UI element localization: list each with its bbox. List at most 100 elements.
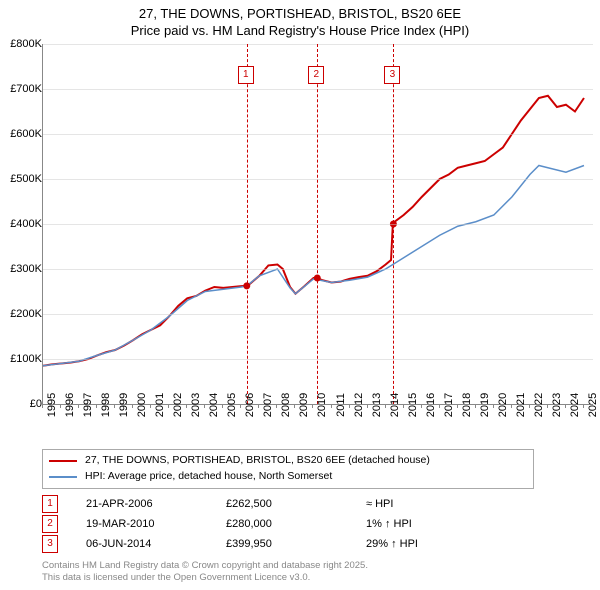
transaction-row: 1 21-APR-2006 £262,500 ≈ HPI [42, 494, 486, 514]
transaction-hpi: 1% ↑ HPI [366, 518, 486, 530]
y-axis-label: £500K [10, 173, 42, 185]
x-axis-label: 2008 [280, 393, 292, 417]
x-axis-label: 2023 [551, 393, 563, 417]
legend-row: 27, THE DOWNS, PORTISHEAD, BRISTOL, BS20… [49, 453, 527, 469]
x-axis-label: 2016 [425, 393, 437, 417]
x-axis-label: 2007 [262, 393, 274, 417]
marker-line [317, 44, 318, 404]
footer-line1: Contains HM Land Registry data © Crown c… [42, 560, 368, 572]
x-axis-label: 1999 [118, 393, 130, 417]
footer: Contains HM Land Registry data © Crown c… [42, 560, 368, 585]
x-tick [240, 404, 241, 408]
x-axis-label: 2012 [353, 393, 365, 417]
x-axis-label: 2006 [244, 393, 256, 417]
y-axis-label: £800K [10, 38, 42, 50]
x-axis-label: 1996 [64, 393, 76, 417]
legend-box: 27, THE DOWNS, PORTISHEAD, BRISTOL, BS20… [42, 449, 534, 489]
x-tick [529, 404, 530, 408]
series-line [43, 166, 584, 366]
x-axis-label: 2019 [479, 393, 491, 417]
x-tick [312, 404, 313, 408]
marker-label: 3 [384, 66, 400, 84]
transaction-marker: 1 [42, 495, 58, 513]
x-tick [114, 404, 115, 408]
title-line1: 27, THE DOWNS, PORTISHEAD, BRISTOL, BS20… [0, 6, 600, 23]
marker-label: 2 [308, 66, 324, 84]
y-axis-label: £600K [10, 128, 42, 140]
x-tick [583, 404, 584, 408]
x-tick [421, 404, 422, 408]
x-axis-label: 2020 [497, 393, 509, 417]
x-axis-label: 2014 [389, 393, 401, 417]
transaction-hpi: 29% ↑ HPI [366, 538, 486, 550]
x-tick [168, 404, 169, 408]
y-axis-label: £700K [10, 83, 42, 95]
x-axis-label: 2005 [226, 393, 238, 417]
x-tick [276, 404, 277, 408]
transaction-price: £280,000 [226, 518, 366, 530]
x-axis-label: 1997 [82, 393, 94, 417]
y-axis-label: £100K [10, 353, 42, 365]
x-tick [96, 404, 97, 408]
x-tick [150, 404, 151, 408]
x-tick [439, 404, 440, 408]
x-tick [457, 404, 458, 408]
x-tick [294, 404, 295, 408]
footer-line2: This data is licensed under the Open Gov… [42, 572, 368, 584]
x-tick [258, 404, 259, 408]
legend-label: 27, THE DOWNS, PORTISHEAD, BRISTOL, BS20… [85, 453, 430, 469]
x-tick [331, 404, 332, 408]
x-axis-label: 2002 [172, 393, 184, 417]
legend-label: HPI: Average price, detached house, Nort… [85, 469, 332, 485]
x-tick [186, 404, 187, 408]
x-axis-label: 2003 [190, 393, 202, 417]
title-line2: Price paid vs. HM Land Registry's House … [0, 23, 600, 40]
marker-label: 1 [238, 66, 254, 84]
x-axis-label: 1998 [100, 393, 112, 417]
x-tick [132, 404, 133, 408]
x-tick [42, 404, 43, 408]
x-axis-label: 2015 [407, 393, 419, 417]
y-axis-label: £300K [10, 263, 42, 275]
transaction-row: 2 19-MAR-2010 £280,000 1% ↑ HPI [42, 514, 486, 534]
x-axis-label: 2000 [136, 393, 148, 417]
x-axis-label: 1995 [46, 393, 58, 417]
transaction-date: 06-JUN-2014 [86, 538, 226, 550]
transaction-date: 21-APR-2006 [86, 498, 226, 510]
x-axis-label: 2011 [335, 393, 347, 417]
x-axis-label: 2017 [443, 393, 455, 417]
transaction-hpi: ≈ HPI [366, 498, 486, 510]
legend-swatch [49, 460, 77, 462]
x-axis-label: 2013 [371, 393, 383, 417]
transaction-date: 19-MAR-2010 [86, 518, 226, 530]
x-tick [403, 404, 404, 408]
x-tick [349, 404, 350, 408]
transaction-table: 1 21-APR-2006 £262,500 ≈ HPI 2 19-MAR-20… [42, 494, 486, 554]
x-tick [385, 404, 386, 408]
marker-line [393, 44, 394, 404]
x-axis-label: 2021 [515, 393, 527, 417]
series-line [43, 96, 584, 366]
transaction-price: £262,500 [226, 498, 366, 510]
legend-row: HPI: Average price, detached house, Nort… [49, 469, 527, 485]
x-tick [60, 404, 61, 408]
title-block: 27, THE DOWNS, PORTISHEAD, BRISTOL, BS20… [0, 0, 600, 40]
x-axis-label: 2009 [298, 393, 310, 417]
x-axis-label: 2004 [208, 393, 220, 417]
x-tick [547, 404, 548, 408]
transaction-price: £399,950 [226, 538, 366, 550]
x-tick [204, 404, 205, 408]
marker-line [247, 44, 248, 404]
transaction-row: 3 06-JUN-2014 £399,950 29% ↑ HPI [42, 534, 486, 554]
x-axis-label: 2010 [316, 393, 328, 417]
x-tick [475, 404, 476, 408]
x-axis-label: 2018 [461, 393, 473, 417]
x-tick [511, 404, 512, 408]
y-axis-label: £0 [30, 398, 42, 410]
chart-container: 27, THE DOWNS, PORTISHEAD, BRISTOL, BS20… [0, 0, 600, 590]
x-axis-label: 2022 [533, 393, 545, 417]
x-tick [565, 404, 566, 408]
x-tick [222, 404, 223, 408]
transaction-marker: 3 [42, 535, 58, 553]
y-axis-label: £400K [10, 218, 42, 230]
